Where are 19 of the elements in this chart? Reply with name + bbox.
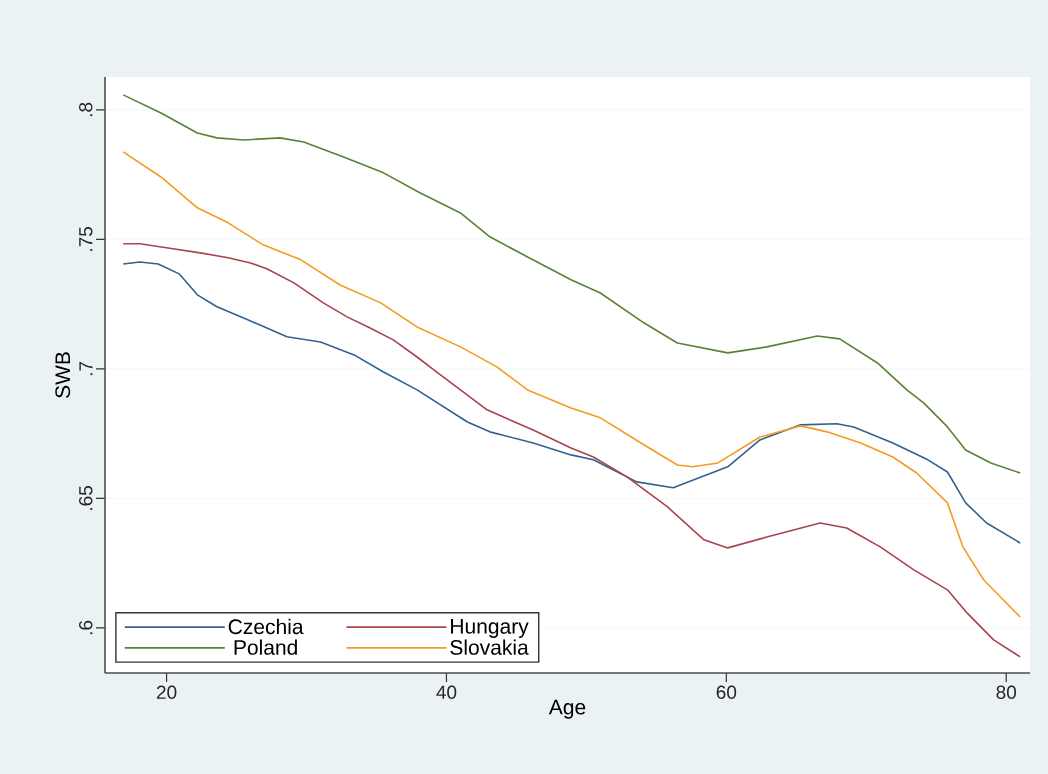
x-tick-label: 80: [996, 685, 1017, 699]
y-tick-label: .8: [79, 102, 93, 117]
legend-label: Czechia: [228, 618, 304, 635]
x-tick-label: 60: [716, 685, 737, 699]
y-tick-label: .75: [79, 226, 93, 251]
line-series: [122, 94, 1022, 474]
line-series: [122, 243, 1022, 658]
y-axis-title: SWB: [55, 352, 71, 398]
y-tick-label: .6: [79, 620, 93, 635]
line-series: [122, 261, 1022, 544]
legend-label: Poland: [234, 639, 297, 655]
x-axis-title: Age: [548, 699, 586, 719]
line-series: [122, 151, 1022, 618]
y-tick-label: .65: [79, 486, 93, 510]
x-tick-label: 40: [436, 685, 457, 699]
y-tick-label: .7: [79, 361, 93, 376]
legend-label: Hungary: [451, 619, 529, 638]
x-tick-label: 20: [156, 685, 177, 699]
legend-label: Slovakia: [450, 639, 529, 655]
